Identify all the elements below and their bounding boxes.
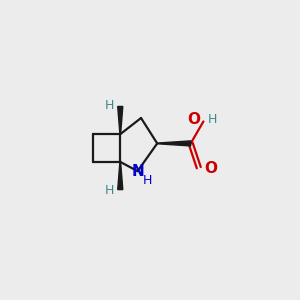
- Text: O: O: [187, 112, 200, 127]
- Text: O: O: [204, 161, 217, 176]
- Polygon shape: [118, 106, 123, 134]
- Text: H: H: [105, 184, 115, 197]
- Text: H: H: [142, 174, 152, 187]
- Text: H: H: [105, 99, 115, 112]
- Polygon shape: [157, 141, 191, 146]
- Text: H: H: [207, 113, 217, 126]
- Text: N: N: [131, 164, 144, 178]
- Polygon shape: [118, 162, 123, 190]
